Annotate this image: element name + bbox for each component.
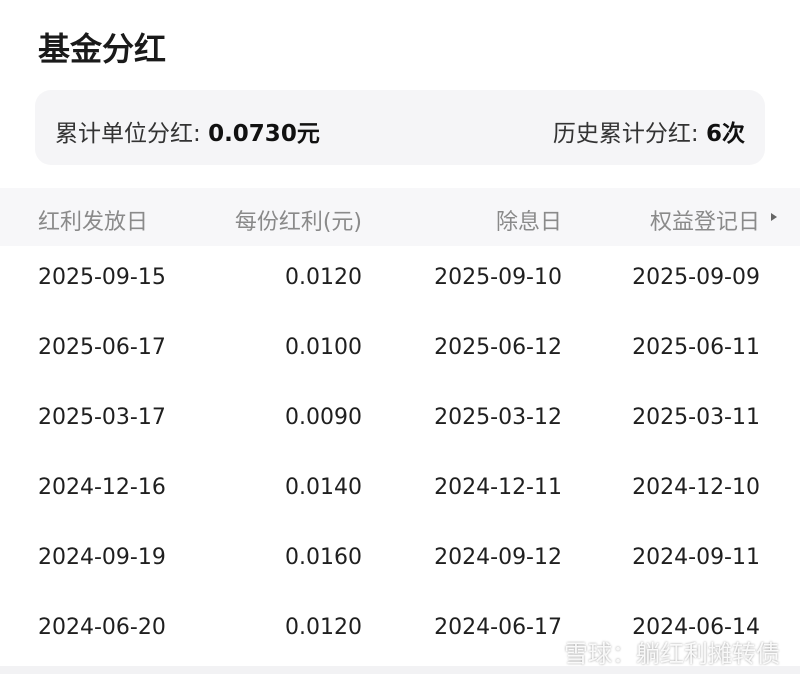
label: 累计单位分红: bbox=[55, 121, 201, 147]
table-cell: 0.0090 bbox=[285, 405, 362, 430]
table-cell: 2024-09-12 bbox=[434, 545, 562, 570]
column-header: 权益登记日 bbox=[649, 210, 760, 235]
table-cell: 2025-03-11 bbox=[632, 405, 760, 430]
table-cell: 2025-06-12 bbox=[434, 335, 562, 360]
column-header: 除息日 bbox=[495, 210, 562, 235]
table-cell: 0.0160 bbox=[285, 545, 362, 570]
table-cell: 2025-06-17 bbox=[38, 335, 166, 360]
table-cell: 2024-12-16 bbox=[38, 475, 166, 500]
dividend-count: 历史累计分红: 6次 bbox=[553, 114, 745, 148]
table-cell: 2025-09-09 bbox=[632, 265, 760, 290]
table-cell: 2024-06-17 bbox=[434, 615, 562, 640]
table-cell: 0.0120 bbox=[285, 265, 362, 290]
table-cell: 2025-09-15 bbox=[38, 265, 166, 290]
table-cell: 2024-06-20 bbox=[38, 615, 166, 640]
column-header: 每份红利(元) bbox=[234, 210, 362, 235]
summary-card: 累计单位分红: 0.0730元 历史累计分红: 6次 bbox=[35, 90, 765, 165]
table-cell: 2025-03-17 bbox=[38, 405, 166, 430]
column-header: 红利发放日 bbox=[38, 210, 149, 235]
bottom-bar bbox=[0, 666, 800, 674]
watermark: 雪球：躺红利摊转债 bbox=[564, 640, 780, 668]
table-cell: 2025-03-12 bbox=[434, 405, 562, 430]
table-cell: 2024-12-11 bbox=[434, 475, 562, 500]
table-cell: 2025-06-11 bbox=[632, 335, 760, 360]
unit-dividend: 累计单位分红: 0.0730元 bbox=[55, 114, 320, 148]
sort-arrow[interactable] bbox=[770, 212, 778, 222]
table-cell: 2024-06-14 bbox=[632, 615, 760, 640]
table-cell: 2024-09-11 bbox=[632, 545, 760, 570]
value: 0.0730元 bbox=[208, 121, 320, 147]
table-cell: 2025-09-10 bbox=[434, 265, 562, 290]
page-title: 基金分红 bbox=[38, 30, 167, 68]
table-cell: 0.0120 bbox=[285, 615, 362, 640]
table-cell: 0.0100 bbox=[285, 335, 362, 360]
table-header: 红利发放日 每份红利(元) 除息日 权益登记日 bbox=[0, 188, 800, 246]
value: 6次 bbox=[705, 121, 745, 147]
label: 历史累计分红: bbox=[552, 121, 699, 147]
table-cell: 2024-12-10 bbox=[632, 475, 760, 500]
table-cell: 2024-09-19 bbox=[38, 545, 166, 570]
table-cell: 0.0140 bbox=[285, 475, 362, 500]
